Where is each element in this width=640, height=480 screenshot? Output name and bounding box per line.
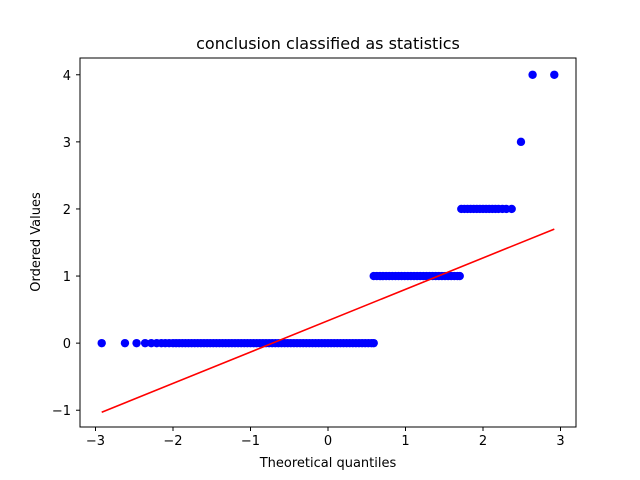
chart-title: conclusion classified as statistics bbox=[196, 34, 460, 53]
x-tick-label: 0 bbox=[324, 434, 332, 449]
data-points bbox=[97, 70, 559, 348]
y-tick-label: 2 bbox=[63, 203, 71, 218]
data-point bbox=[516, 137, 526, 147]
x-axis-label: Theoretical quantiles bbox=[259, 456, 397, 471]
x-tick-label: −3 bbox=[86, 434, 105, 449]
data-point bbox=[132, 338, 141, 348]
y-axis: −1 0 1 2 3 4 bbox=[52, 69, 80, 419]
y-tick-label: 3 bbox=[63, 136, 71, 151]
fit-line bbox=[101, 228, 555, 413]
data-point bbox=[120, 338, 130, 348]
y-tick-label: 1 bbox=[63, 270, 71, 285]
data-point bbox=[507, 204, 516, 214]
x-axis: −3 −2 −1 0 1 2 3 bbox=[86, 427, 565, 449]
fit-line-group bbox=[101, 228, 555, 413]
y-tick-label: 0 bbox=[63, 337, 71, 352]
data-point bbox=[369, 338, 378, 348]
x-tick-label: −1 bbox=[241, 434, 260, 449]
x-tick-label: 2 bbox=[479, 434, 487, 449]
axes-frame bbox=[79, 57, 577, 428]
data-point bbox=[140, 338, 150, 348]
data-point bbox=[97, 338, 106, 348]
data-point bbox=[550, 70, 559, 79]
data-point bbox=[528, 70, 537, 79]
data-point bbox=[455, 271, 464, 281]
y-axis-label: Ordered Values bbox=[29, 192, 44, 292]
x-tick-label: 1 bbox=[401, 434, 409, 449]
x-tick-label: 3 bbox=[556, 434, 564, 449]
x-tick-label: −2 bbox=[163, 434, 182, 449]
y-tick-label: −1 bbox=[52, 404, 71, 419]
y-tick-label: 4 bbox=[63, 69, 71, 84]
